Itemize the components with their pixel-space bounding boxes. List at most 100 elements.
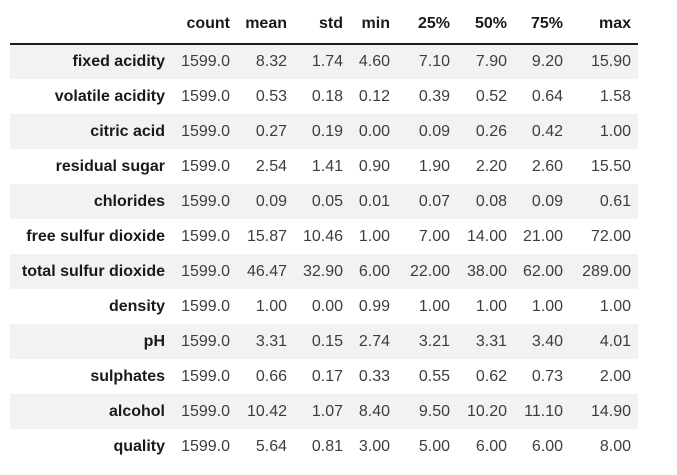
cell-value: 7.90 <box>475 53 507 70</box>
column-header-50pct: 50% <box>457 4 514 45</box>
cell-value: 1.00 <box>599 297 631 315</box>
corner-cell <box>10 4 172 45</box>
cell-value: 1599.0 <box>181 192 230 210</box>
cell-value: 8.00 <box>599 437 631 455</box>
cell-value: 1599.0 <box>181 367 230 385</box>
table-header: count mean std min 25% 50% 75% max <box>10 4 638 45</box>
table-body: fixed acidity 1599.0 8.32 1.74 4.60 7.10 7.90 9… <box>10 44 638 464</box>
cell-value: 2.20 <box>475 157 507 175</box>
cell-value: 1.58 <box>599 87 631 105</box>
cell-value: 0.99 <box>358 297 390 315</box>
cell-value: 6.00 <box>475 437 507 455</box>
table-row: quality 1599.0 5.64 0.81 3.00 5.00 6.00 6.00 8.0… <box>10 429 638 464</box>
cell-value: 0.52 <box>475 87 507 105</box>
cell-value: 7.00 <box>418 227 450 245</box>
table-row: chlorides 1599.0 0.09 0.05 0.01 0.07 0.08 0.09 0… <box>10 184 638 219</box>
cell-value: 5.00 <box>418 437 450 455</box>
row-label: total sulfur dioxide <box>21 262 165 280</box>
cell-value: 0.19 <box>311 122 343 140</box>
cell-value: 7.10 <box>418 53 450 70</box>
table-header-row: count mean std min 25% 50% 75% max <box>10 4 638 45</box>
cell-value: 10.42 <box>246 402 287 420</box>
cell-value: 0.00 <box>358 122 390 140</box>
cell-value: 0.09 <box>531 192 563 210</box>
cell-value: 0.17 <box>311 367 343 385</box>
row-label: alcohol <box>108 402 165 420</box>
cell-value: 4.60 <box>358 53 390 70</box>
summary-statistics-table: count mean std min 25% 50% 75% max fixed acidit… <box>10 4 638 464</box>
cell-value: 3.40 <box>531 332 563 350</box>
table-row: sulphates 1599.0 0.66 0.17 0.33 0.55 0.62 0.73 2… <box>10 359 638 394</box>
cell-value: 2.54 <box>255 157 287 175</box>
cell-value: 3.00 <box>358 437 390 455</box>
table-row: pH 1599.0 3.31 0.15 2.74 3.21 3.31 3.40 4.01 <box>10 324 638 359</box>
cell-value: 0.66 <box>255 367 287 385</box>
cell-value: 11.10 <box>524 402 563 420</box>
table-row: free sulfur dioxide 1599.0 15.87 10.46 1.00 7… <box>10 219 638 254</box>
row-label: density <box>108 297 165 315</box>
cell-value: 21.00 <box>522 227 563 245</box>
cell-value: 1599.0 <box>181 87 230 105</box>
row-label: residual sugar <box>55 157 165 175</box>
cell-value: 0.09 <box>255 192 287 210</box>
cell-value: 15.50 <box>590 157 631 175</box>
cell-value: 2.60 <box>531 157 563 175</box>
cell-value: 0.12 <box>358 87 390 105</box>
column-header-mean: mean <box>237 4 294 45</box>
column-header-25pct: 25% <box>397 4 457 45</box>
column-header-min: min <box>350 4 397 45</box>
cell-value: 0.05 <box>311 192 343 210</box>
cell-value: 3.31 <box>255 332 287 350</box>
row-label: sulphates <box>90 367 165 385</box>
cell-value: 32.90 <box>302 262 343 280</box>
cell-value: 0.08 <box>475 192 507 210</box>
cell-value: 62.00 <box>522 262 563 280</box>
cell-value: 15.90 <box>590 53 631 70</box>
cell-value: 5.64 <box>255 437 287 455</box>
table-row: total sulfur dioxide 1599.0 46.47 32.90 6.00… <box>10 254 638 289</box>
cell-value: 1.00 <box>418 297 450 315</box>
cell-value: 1.90 <box>418 157 450 175</box>
cell-value: 15.87 <box>246 227 287 245</box>
column-header-std: std <box>294 4 350 45</box>
cell-value: 0.73 <box>531 367 563 385</box>
cell-value: 1.07 <box>311 402 343 420</box>
cell-value: 22.00 <box>409 262 450 280</box>
cell-value: 0.18 <box>311 87 343 105</box>
cell-value: 3.31 <box>475 332 507 350</box>
cell-value: 2.00 <box>599 367 631 385</box>
cell-value: 2.74 <box>358 332 390 350</box>
cell-value: 0.09 <box>418 122 450 140</box>
cell-value: 0.26 <box>475 122 507 140</box>
table-row: density 1599.0 1.00 0.00 0.99 1.00 1.00 1.00 1.0… <box>10 289 638 324</box>
cell-value: 1599.0 <box>181 227 230 245</box>
row-label: pH <box>143 332 165 350</box>
cell-value: 10.20 <box>466 402 507 420</box>
cell-value: 1599.0 <box>181 262 230 280</box>
cell-value: 3.21 <box>418 332 450 350</box>
cell-value: 14.00 <box>466 227 507 245</box>
cell-value: 0.07 <box>418 192 450 210</box>
table-row: fixed acidity 1599.0 8.32 1.74 4.60 7.10 7.90 9… <box>10 44 638 79</box>
table-row: citric acid 1599.0 0.27 0.19 0.00 0.09 0.26 0.4… <box>10 114 638 149</box>
cell-value: 289.00 <box>582 262 631 280</box>
cell-value: 1.74 <box>311 53 343 70</box>
cell-value: 72.00 <box>590 227 631 245</box>
cell-value: 14.90 <box>590 402 631 420</box>
cell-value: 1.00 <box>531 297 563 315</box>
cell-value: 0.90 <box>358 157 390 175</box>
cell-value: 1.41 <box>311 157 343 175</box>
cell-value: 1.00 <box>255 297 287 315</box>
cell-value: 0.62 <box>475 367 507 385</box>
row-label: citric acid <box>90 122 165 140</box>
cell-value: 4.01 <box>599 332 631 350</box>
cell-value: 0.42 <box>531 122 563 140</box>
column-header-max: max <box>570 4 638 45</box>
describe-table-container: count mean std min 25% 50% 75% max fixed acidit… <box>10 4 638 464</box>
cell-value: 0.55 <box>418 367 450 385</box>
cell-value: 10.46 <box>302 227 343 245</box>
cell-value: 6.00 <box>531 437 563 455</box>
cell-value: 0.81 <box>311 437 343 455</box>
cell-value: 0.00 <box>311 297 343 315</box>
row-label: chlorides <box>93 192 165 210</box>
